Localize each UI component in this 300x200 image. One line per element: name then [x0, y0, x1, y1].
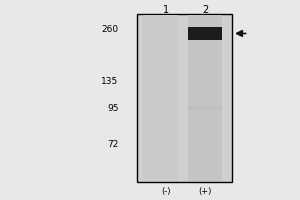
Bar [188, 15, 222, 181]
Bar [188, 106, 222, 111]
Text: 135: 135 [101, 77, 118, 86]
Text: (+): (+) [199, 187, 212, 196]
Text: 260: 260 [101, 25, 118, 34]
Text: (-): (-) [162, 187, 171, 196]
Text: 2: 2 [202, 5, 208, 15]
Text: 95: 95 [107, 104, 118, 113]
Bar [188, 27, 222, 40]
Text: 1: 1 [164, 5, 169, 15]
Bar [143, 15, 178, 181]
Text: 72: 72 [107, 140, 118, 149]
Bar [136, 14, 232, 182]
